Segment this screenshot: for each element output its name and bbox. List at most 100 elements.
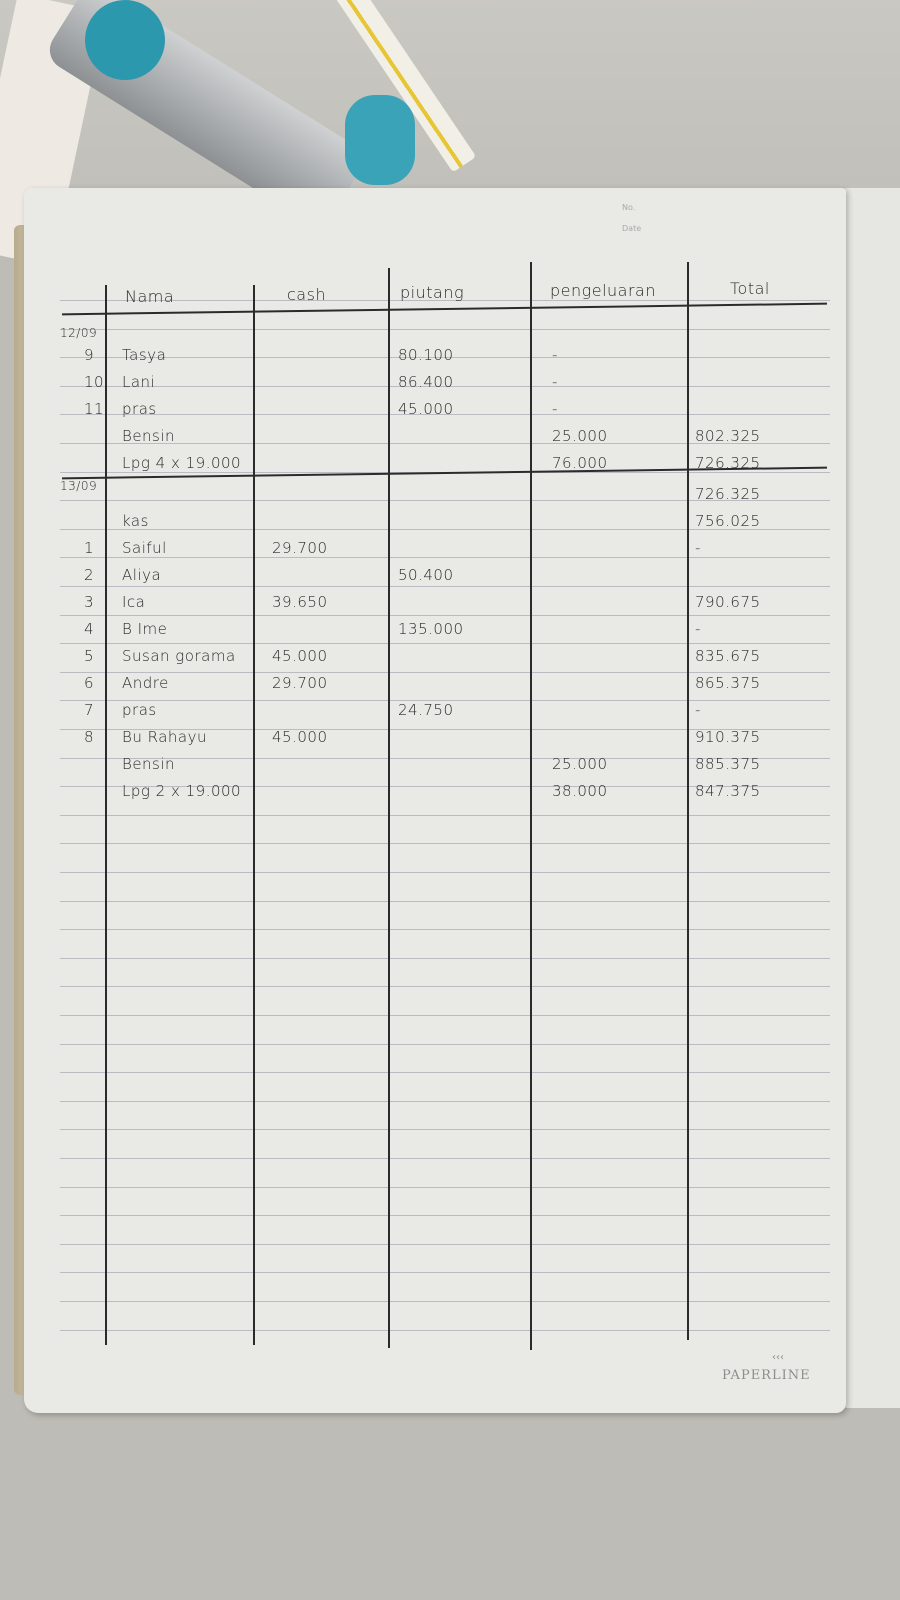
cell-cash: 45.000	[272, 728, 328, 746]
cell-pengeluaran: -	[552, 400, 558, 418]
ruled-line	[60, 1330, 830, 1331]
cell-total: 790.675	[695, 593, 761, 611]
cell-nama: Lpg 2 x 19.000	[122, 782, 242, 800]
cell-no: 10	[84, 373, 105, 391]
cell-total: 865.375	[695, 674, 761, 692]
cell-cash: 39.650	[272, 593, 328, 611]
date-label: Date	[622, 224, 642, 233]
cell-no: 5	[84, 647, 95, 665]
cell-nama: Andre	[122, 674, 169, 692]
cell-no: 7	[84, 701, 95, 719]
ruled-line	[60, 672, 830, 673]
brand-name: PAPERLINE	[722, 1368, 811, 1383]
ruled-line	[60, 986, 830, 987]
column-header-2: piutang	[400, 283, 465, 302]
ruled-line	[60, 872, 830, 873]
cell-total: 726.325	[695, 485, 761, 503]
ruled-line	[60, 615, 830, 616]
cell-total: 835.675	[695, 647, 761, 665]
cell-nama: Saiful	[122, 539, 167, 557]
ruled-line	[60, 1072, 830, 1073]
cell-nama: Aliya	[122, 566, 162, 584]
cell-nama: Bu Rahayu	[122, 728, 207, 746]
ruled-line	[60, 1215, 830, 1216]
ruled-line	[60, 729, 830, 730]
ruled-line	[60, 1272, 830, 1273]
cell-cash: 29.700	[272, 539, 328, 557]
cell-nama: Ica	[122, 593, 146, 611]
ruled-line	[60, 786, 830, 787]
cell-nama: Bensin	[122, 755, 176, 773]
cell-piutang: 86.400	[398, 373, 454, 391]
cell-pengeluaran: 76.000	[552, 454, 608, 472]
cell-total: 756.025	[695, 512, 761, 530]
ruled-line	[60, 843, 830, 844]
cell-pengeluaran: -	[552, 346, 558, 364]
column-divider	[253, 285, 255, 1345]
ruled-line	[60, 901, 830, 902]
cell-total: -	[695, 620, 701, 638]
ruled-line	[60, 529, 830, 530]
notebook-page	[24, 188, 846, 1413]
cell-total: 885.375	[695, 755, 761, 773]
column-header-1: cash	[287, 285, 327, 304]
ruled-line	[60, 815, 830, 816]
ruled-line	[60, 1187, 830, 1188]
ruled-line	[60, 958, 830, 959]
cell-total: 847.375	[695, 782, 761, 800]
column-header-4: Total	[730, 279, 770, 298]
ruled-line	[60, 1101, 830, 1102]
cell-pengeluaran: 25.000	[552, 755, 608, 773]
ruled-line	[60, 929, 830, 930]
cell-pengeluaran: 38.000	[552, 782, 608, 800]
cell-total: 726.325	[695, 454, 761, 472]
cell-nama: kas	[122, 512, 149, 530]
cell-piutang: 80.100	[398, 346, 454, 364]
cell-total: 910.375	[695, 728, 761, 746]
cell-piutang: 24.750	[398, 701, 454, 719]
column-divider	[388, 268, 390, 1348]
section-date: 12/09	[60, 326, 98, 340]
ruled-line	[60, 386, 830, 387]
column-divider	[105, 285, 107, 1345]
cell-piutang: 135.000	[398, 620, 464, 638]
cell-piutang: 45.000	[398, 400, 454, 418]
ruled-line	[60, 557, 830, 558]
cell-nama: Susan gorama	[122, 647, 236, 665]
cell-total: -	[695, 539, 701, 557]
ruled-line	[60, 357, 830, 358]
ruled-line	[60, 329, 830, 330]
cell-no: 8	[84, 728, 95, 746]
column-divider	[530, 262, 532, 1350]
cell-nama: B Ime	[122, 620, 168, 638]
ruled-line	[60, 414, 830, 415]
ruled-line	[60, 758, 830, 759]
ruled-line	[60, 500, 830, 501]
cell-total: -	[695, 701, 701, 719]
cell-nama: Bensin	[122, 427, 176, 445]
cell-pengeluaran: -	[552, 373, 558, 391]
cell-nama: Lani	[122, 373, 156, 391]
no-label: No.	[622, 203, 636, 212]
column-header-0: Nama	[125, 287, 175, 306]
cell-nama: pras	[122, 400, 157, 418]
cell-nama: Tasya	[122, 346, 167, 364]
ruled-line	[60, 1301, 830, 1302]
ruled-line	[60, 700, 830, 701]
cell-cash: 29.700	[272, 674, 328, 692]
ruled-line	[60, 1244, 830, 1245]
cell-no: 2	[84, 566, 95, 584]
cell-nama: Lpg 4 x 19.000	[122, 454, 242, 472]
ruled-line	[60, 300, 830, 301]
cell-piutang: 50.400	[398, 566, 454, 584]
stapler-cap	[345, 95, 415, 185]
cell-no: 1	[84, 539, 95, 557]
section-date: 13/09	[60, 479, 98, 493]
stapler-base	[85, 0, 165, 80]
ruled-line	[60, 443, 830, 444]
cell-no: 4	[84, 620, 95, 638]
ruled-line	[60, 1129, 830, 1130]
ruled-line	[60, 1044, 830, 1045]
cell-no: 9	[84, 346, 95, 364]
cell-no: 6	[84, 674, 95, 692]
